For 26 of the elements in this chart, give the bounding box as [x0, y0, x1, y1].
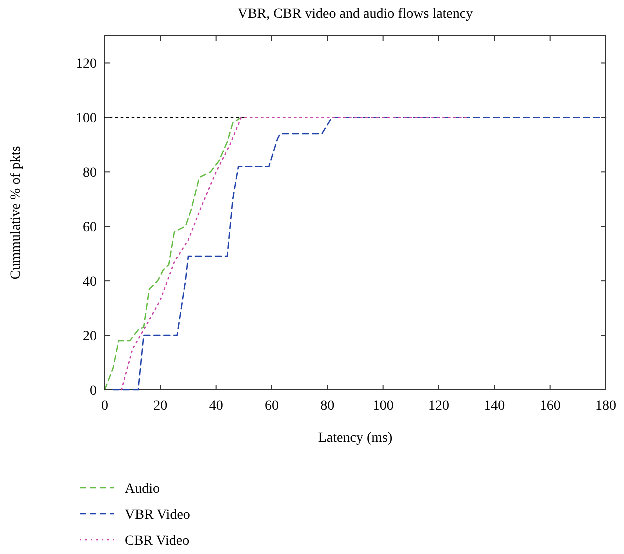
x-tick-label: 120 — [428, 399, 450, 414]
x-tick-label: 140 — [484, 399, 506, 414]
x-tick-label: 20 — [154, 399, 168, 414]
y-tick-label: 100 — [76, 112, 97, 127]
y-axis-title: Cummulative % of pkts — [9, 146, 24, 280]
x-tick-label: 100 — [372, 399, 394, 414]
y-tick-label: 20 — [83, 330, 97, 345]
x-tick-label: 180 — [596, 399, 616, 414]
y-tick-label: 60 — [83, 220, 97, 236]
y-tick-label: 80 — [83, 166, 97, 182]
x-tick-label: 40 — [209, 399, 224, 414]
line-series — [121, 117, 468, 391]
line-series — [112, 117, 607, 391]
x-tick-label: 60 — [265, 399, 279, 414]
line-series — [104, 117, 242, 391]
x-tick-label: 80 — [320, 399, 335, 414]
y-tick-label: 120 — [76, 57, 97, 72]
legend-label: VBR Video — [125, 508, 190, 523]
x-tick-label: 0 — [102, 399, 108, 414]
y-tick-label: 40 — [83, 275, 97, 290]
legend-label: Audio — [125, 482, 160, 497]
x-axis-title: Latency (ms) — [318, 431, 393, 446]
y-tick-label: 0 — [90, 384, 97, 399]
chart-title: VBR, CBR video and audio flows latency — [238, 7, 474, 22]
legend-label: CBR Video — [125, 534, 190, 549]
x-tick-label: 160 — [540, 399, 561, 414]
